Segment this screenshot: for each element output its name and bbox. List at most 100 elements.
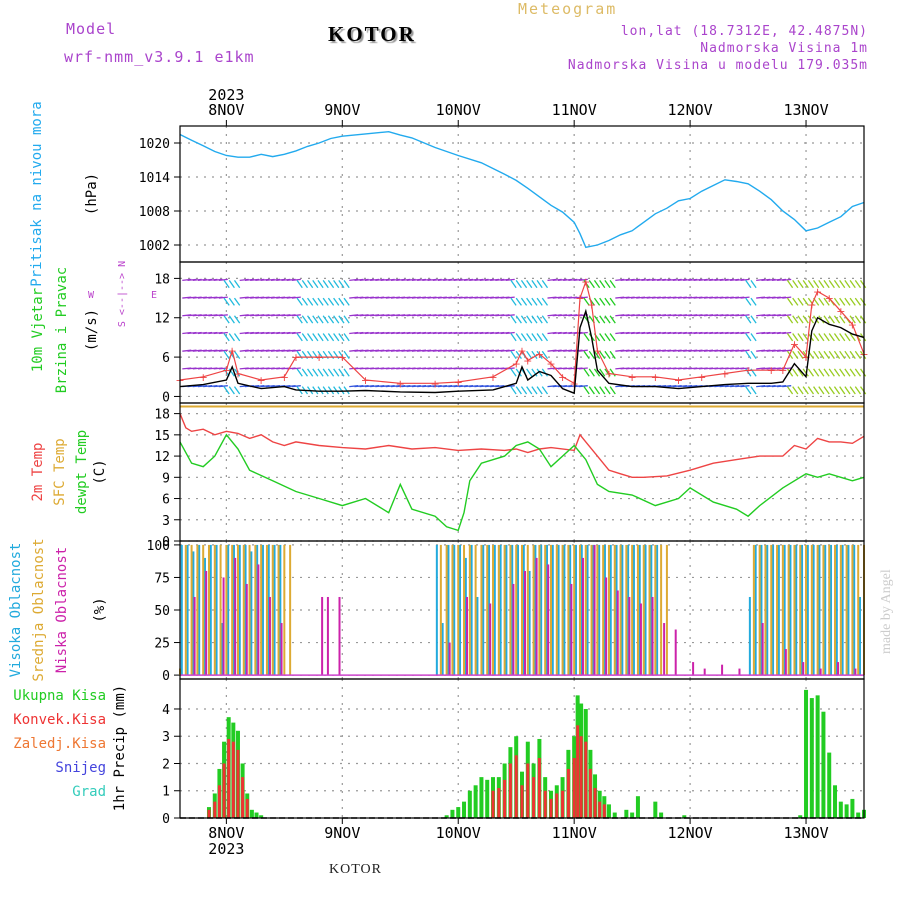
wind-barb: [520, 279, 528, 289]
mid-cloud-bar: [631, 544, 634, 676]
wind-barb: [802, 368, 809, 377]
wind-barb: [849, 315, 856, 324]
wind-barb: [531, 279, 538, 289]
high-cloud-bar: [545, 544, 548, 676]
wind-gust-marker: +: [361, 374, 370, 387]
wind-barb: [849, 350, 856, 359]
mid-cloud-bar: [781, 544, 784, 676]
y-tick-label: 6: [162, 351, 170, 366]
wind-gust-marker: +: [813, 286, 822, 299]
wind-barb: [578, 331, 588, 335]
wind-barb: [317, 368, 324, 377]
wind-barb: [505, 278, 515, 282]
wind-barb: [223, 350, 230, 359]
wind-barb: [797, 333, 804, 342]
wind-barb: [296, 333, 303, 342]
wind-barb: [531, 350, 538, 359]
wind-barb: [839, 386, 846, 395]
wind-barb: [541, 368, 549, 377]
wind-barb: [588, 368, 595, 377]
x-tick-label-top: 8NOV: [208, 101, 244, 119]
precip-total-bar: [606, 804, 611, 818]
wind-barb: [604, 315, 611, 324]
high-cloud-bar: [447, 544, 450, 676]
high-cloud-bar: [777, 544, 780, 676]
wind-barb: [343, 333, 350, 342]
wind-gust-marker: +: [523, 354, 532, 367]
precip-conv-bar: [222, 763, 226, 818]
wind-barb: [291, 349, 301, 352]
low-cloud-bar: [321, 596, 324, 676]
precip-total-bar: [456, 807, 461, 818]
x-year-bottom: 2023: [208, 840, 244, 858]
y-tick-label: 1: [162, 785, 170, 800]
wind-barb: [541, 279, 549, 289]
mid-cloud-bar: [851, 544, 854, 676]
wind-barb: [291, 331, 301, 335]
wind-barb: [818, 386, 825, 395]
mid-cloud-bar: [584, 544, 587, 676]
wind-barb: [531, 333, 538, 342]
precip-legend-item: Konvek.Kisa: [13, 712, 106, 728]
y-tick-label: 6: [162, 493, 170, 508]
high-cloud-bar: [656, 544, 659, 676]
wind-barb: [792, 315, 799, 324]
high-cloud-bar: [198, 544, 201, 676]
wind-barb: [854, 279, 862, 289]
y-tick-label: 2: [162, 757, 170, 772]
low-cloud-bar: [466, 596, 469, 676]
high-cloud-bar: [580, 544, 583, 676]
high-cloud-bar: [232, 544, 235, 676]
wind-barb: [536, 350, 543, 359]
wind-barb: [797, 315, 804, 324]
wind-barb: [833, 297, 841, 306]
mid-cloud-bar: [248, 544, 251, 676]
y-tick-label: 18: [154, 272, 170, 287]
wind-barb: [849, 386, 856, 395]
wind-barb: [536, 368, 543, 377]
dewpoint-line: [179, 433, 865, 532]
wind-barb: [291, 278, 301, 282]
wind-barb: [520, 333, 528, 342]
x-tick-label-top: 12NOV: [668, 101, 713, 119]
wind-barb: [526, 315, 533, 324]
precip-total-bar: [249, 809, 254, 818]
wind-barb: [218, 296, 228, 299]
wind-barb: [312, 279, 319, 289]
wind-barb: [844, 368, 851, 377]
wind-barb: [228, 333, 235, 342]
wind-barb: [526, 368, 533, 377]
mid-cloud-bar: [236, 544, 239, 676]
low-cloud-bar: [581, 557, 584, 676]
high-cloud-bar: [615, 544, 618, 676]
mid-cloud-bar: [492, 544, 495, 676]
wind-gust-marker: +: [674, 374, 683, 387]
footer-station: KOTOR: [329, 862, 382, 877]
mid-cloud-bar: [816, 544, 819, 676]
wind-barb: [740, 314, 750, 317]
high-cloud-bar: [221, 623, 224, 676]
wind-barb: [312, 315, 319, 324]
high-cloud-bar: [574, 544, 577, 676]
wind-gust-marker: +: [488, 371, 497, 384]
precip-conv-bar: [572, 758, 576, 818]
x-tick-label-bottom: 11NOV: [552, 824, 597, 842]
low-cloud-bar: [854, 668, 857, 676]
wind-barb: [839, 315, 846, 324]
high-cloud-bar: [488, 544, 491, 676]
wind-barb: [510, 350, 517, 359]
wind-gust-marker: +: [535, 348, 544, 361]
precip-conv-bar: [231, 741, 235, 818]
precip-conv-bar: [566, 768, 570, 818]
wind-barb: [786, 315, 794, 324]
wind-barb: [510, 333, 517, 342]
pressure-line: [179, 130, 865, 249]
wind-barb: [604, 333, 611, 342]
wind-barb: [505, 349, 515, 352]
wind-barb: [306, 315, 314, 324]
wind-barb: [291, 367, 301, 370]
mid-cloud-bar: [607, 544, 610, 676]
wind-barb: [604, 297, 611, 306]
high-cloud-bar: [847, 544, 850, 676]
wind-barb: [233, 386, 241, 395]
